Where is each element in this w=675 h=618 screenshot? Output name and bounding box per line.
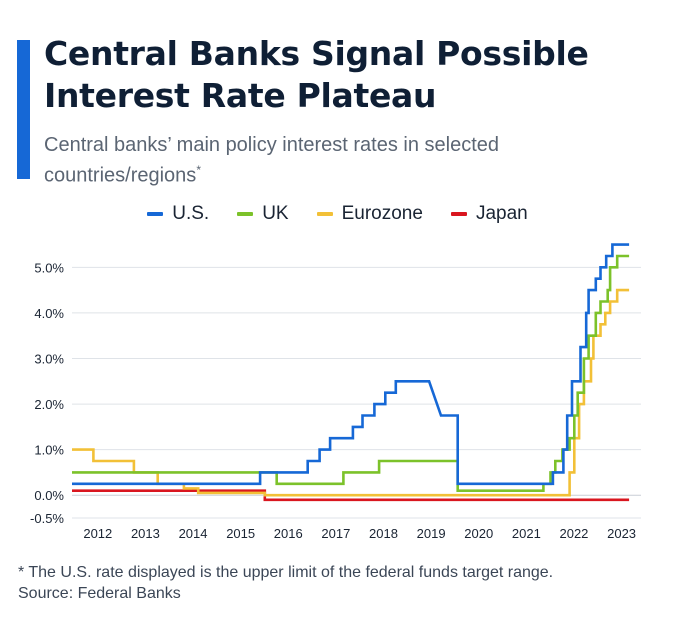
chart-legend: U.S. UK Eurozone Japan [0, 203, 675, 225]
y-tick-label: 4.0% [34, 306, 64, 321]
legend-label-uk: UK [262, 203, 289, 224]
chart-title: Central Banks Signal Possible Interest R… [44, 34, 589, 115]
y-tick-label: 5.0% [34, 260, 64, 275]
series-line-uk [72, 254, 630, 492]
legend-item-uk: UK [237, 203, 289, 225]
x-tick-label: 2012 [83, 526, 112, 541]
y-tick-label: -0.5% [30, 511, 64, 526]
y-tick-label: 3.0% [34, 351, 64, 366]
x-tick-label: 2015 [226, 526, 255, 541]
legend-swatch-uk [237, 212, 254, 216]
y-tick-label: 0.0% [34, 488, 64, 503]
series-line-eurozone [72, 288, 630, 497]
x-tick-label: 2014 [179, 526, 208, 541]
x-tick-label: 2017 [321, 526, 350, 541]
legend-label-eurozone: Eurozone [341, 203, 423, 224]
title-accent-bar [17, 40, 30, 179]
legend-item-japan: Japan [450, 203, 528, 225]
legend-item-us: U.S. [147, 203, 209, 225]
chart-footnote: * The U.S. rate displayed is the upper l… [18, 562, 658, 604]
legend-swatch-eurozone [316, 212, 333, 216]
x-tick-label: 2023 [607, 526, 636, 541]
x-tick-label: 2021 [512, 526, 541, 541]
line-chart: -0.5% 0.0% 1.0% 2.0% 3.0% 4.0% 5.0% 2012 2013 201… [30, 243, 641, 541]
x-tick-label: 2016 [274, 526, 303, 541]
legend-swatch-us [147, 212, 164, 216]
y-tick-label: 1.0% [34, 443, 64, 458]
x-tick-label: 2013 [131, 526, 160, 541]
source-text: Source: Federal Banks [18, 585, 181, 602]
x-tick-label: 2020 [464, 526, 493, 541]
y-tick-label: 2.0% [34, 397, 64, 412]
x-tick-label: 2018 [369, 526, 398, 541]
subtitle-text: Central banks’ main policy interest rate… [44, 134, 500, 187]
legend-label-japan: Japan [475, 203, 528, 224]
legend-swatch-japan [450, 212, 467, 216]
x-tick-label: 2019 [417, 526, 446, 541]
subtitle-footnote-marker: * [196, 163, 201, 177]
legend-item-eurozone: Eurozone [316, 203, 423, 225]
legend-label-us: U.S. [172, 203, 210, 224]
x-tick-label: 2022 [559, 526, 588, 541]
footnote-text: * The U.S. rate displayed is the upper l… [18, 564, 554, 581]
chart-subtitle: Central banks’ main policy interest rate… [44, 133, 604, 189]
series-line-us [72, 243, 630, 486]
